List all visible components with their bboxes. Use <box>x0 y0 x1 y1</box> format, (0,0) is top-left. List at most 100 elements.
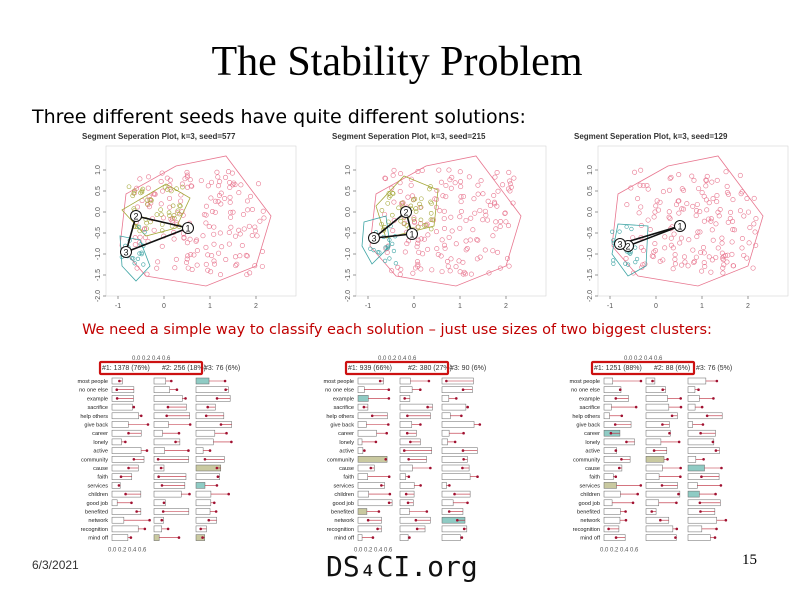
profile-bar <box>357 473 368 480</box>
cluster-2-point <box>172 215 177 221</box>
cluster-1-point <box>395 264 401 270</box>
cluster-1-point <box>230 209 236 215</box>
cluster-1-point <box>751 195 757 201</box>
cluster-1-point <box>739 245 745 251</box>
cluster-1-point <box>679 206 685 212</box>
cluster-1-point <box>638 204 644 210</box>
y-tick-label: -1.5 <box>95 269 102 281</box>
profile-dot <box>614 475 618 478</box>
cluster-1-point <box>504 255 510 261</box>
cluster-1-point <box>184 256 190 262</box>
x-tick-label: 0 <box>654 303 658 310</box>
profile-bar <box>645 525 674 533</box>
cluster-1-point <box>714 199 720 205</box>
cluster-1-point <box>703 177 709 183</box>
bottom-axis-ticks: 0.0 0.2 0.4 0.6 <box>108 547 147 553</box>
cluster-1-point <box>189 267 195 273</box>
profile-dot <box>466 501 469 505</box>
cluster-1-point <box>237 231 243 237</box>
slide-title: The Stability Problem <box>211 39 583 85</box>
cluster-1-point <box>209 253 215 259</box>
cluster-1-point <box>668 235 674 241</box>
cluster-1-point <box>457 269 463 275</box>
profile-chart: 0.0 0.2 0.4 0.6 #1: 939 (66%) #2: 380 (27%… <box>324 356 487 553</box>
cluster-1-point <box>681 254 687 260</box>
x-tick-label: 1 <box>700 303 704 310</box>
cluster-1-point <box>679 262 685 268</box>
profile-dot <box>679 466 682 470</box>
cluster-1-point <box>729 251 735 257</box>
cluster-1-point <box>729 239 735 245</box>
profile-bar <box>357 534 363 541</box>
cluster-1-point <box>475 182 481 188</box>
profile-bar <box>687 456 697 463</box>
cluster-1-point <box>435 251 441 257</box>
cluster-1-point <box>440 193 446 199</box>
cluster-1-point <box>211 258 217 264</box>
profile-bar <box>603 377 614 385</box>
cluster-2-point <box>428 184 433 189</box>
cluster-1-point <box>495 188 501 194</box>
profile-dot <box>177 536 181 539</box>
profile-dot <box>402 449 406 452</box>
cluster-1-point <box>415 261 421 267</box>
profile-bar <box>357 508 368 515</box>
profile-dot <box>427 379 431 383</box>
cluster-1-point <box>677 240 683 246</box>
cluster-1-point <box>660 189 666 195</box>
cluster-1-point <box>506 169 512 175</box>
cluster-3-point <box>629 226 634 232</box>
cluster-1-point <box>694 234 700 240</box>
cluster-1-point <box>237 253 243 259</box>
profile-dot <box>624 518 628 522</box>
profile-dot <box>201 536 204 539</box>
cluster-1-point <box>715 245 721 251</box>
cluster-3-point <box>387 237 392 242</box>
profile-dot <box>426 405 429 409</box>
cluster-1-point <box>691 177 697 183</box>
cluster-header-label: #2: 256 (18%) <box>162 365 206 372</box>
cluster-2-point <box>398 218 404 224</box>
cluster-1-point <box>500 182 506 188</box>
two-largest-highlight <box>590 360 696 376</box>
cluster-1-point <box>137 234 143 240</box>
cluster-1-point <box>706 254 712 260</box>
cluster-1-point <box>246 223 252 229</box>
plot-frame <box>355 145 547 297</box>
cluster-1-point <box>134 265 140 271</box>
cluster-1-point <box>672 252 678 258</box>
profile-dot <box>631 501 635 505</box>
plot-title: Segment Seperation Plot, k=3, seed=577 <box>82 132 236 141</box>
profile-bar <box>603 516 621 524</box>
cluster-1-point <box>167 195 173 201</box>
variable-label: lonely <box>585 440 600 446</box>
profile-dot <box>652 449 656 452</box>
cluster-1-point <box>666 209 672 215</box>
cluster-1-point <box>623 255 629 261</box>
cluster-1-point <box>212 261 218 267</box>
profile-dot <box>370 414 374 418</box>
cluster-1-point <box>132 235 138 241</box>
profile-bar <box>603 499 613 507</box>
cluster-1-point <box>438 253 444 259</box>
cluster-1-point <box>485 198 491 204</box>
profile-dot <box>124 492 127 496</box>
cluster-header-label: #2: 88 (6%) <box>654 365 690 372</box>
cluster-2-point <box>410 197 416 203</box>
cluster-1-point <box>645 186 651 192</box>
cluster-1-point <box>475 191 481 197</box>
profile-dot <box>466 405 469 409</box>
cluster-1-point <box>439 237 445 243</box>
profile-bar <box>441 412 451 420</box>
cluster-1-point <box>259 263 265 269</box>
profile-bar <box>357 447 364 454</box>
cluster-1-point <box>464 245 470 251</box>
profile-dot <box>403 397 406 400</box>
cluster-1-point <box>724 183 730 189</box>
cluster-1-point <box>744 255 750 261</box>
profile-dot <box>700 405 704 409</box>
profile-bar <box>357 429 377 437</box>
cluster-1-point <box>448 214 454 220</box>
profile-bar <box>441 386 473 393</box>
variable-label: cause <box>585 466 600 472</box>
